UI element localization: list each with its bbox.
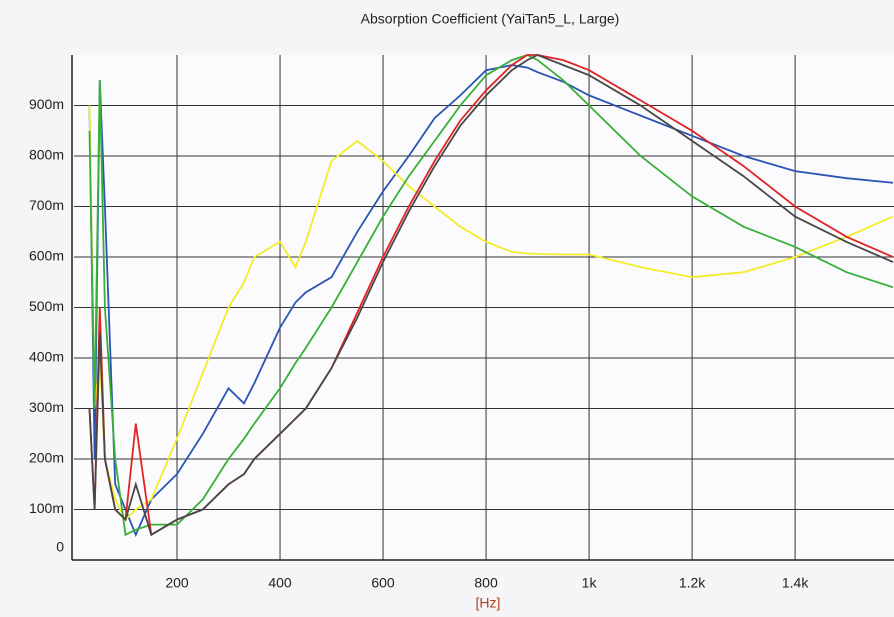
x-tick-label: 600 xyxy=(371,575,395,591)
chart-title: Absorption Coefficient (YaiTan5_L, Large… xyxy=(361,11,620,27)
x-tick-label: 1.4k xyxy=(782,575,809,591)
series-line xyxy=(88,64,894,538)
y-tick-label: 900m xyxy=(29,96,64,112)
y-tick-label: 700m xyxy=(29,197,64,213)
series-line xyxy=(88,54,894,537)
x-tick-label: 400 xyxy=(268,575,292,591)
y-tick-label: 800m xyxy=(29,147,64,163)
y-tick-label: 400m xyxy=(29,349,64,365)
series-line xyxy=(88,54,894,537)
y-tick-label: 300m xyxy=(29,399,64,415)
x-tick-label: 1k xyxy=(582,575,598,591)
y-tick-label: 600m xyxy=(29,248,64,264)
y-tick-label: 500m xyxy=(29,298,64,314)
x-axis-label: [Hz] xyxy=(476,595,501,611)
y-tick-label: 0 xyxy=(56,539,64,555)
series-line xyxy=(88,54,894,537)
series-line xyxy=(88,105,894,522)
x-tick-label: 200 xyxy=(165,575,189,591)
x-tick-label: 1.2k xyxy=(679,575,706,591)
y-tick-label: 100m xyxy=(29,500,64,516)
x-tick-label: 800 xyxy=(474,575,498,591)
y-tick-label: 200m xyxy=(29,450,64,466)
